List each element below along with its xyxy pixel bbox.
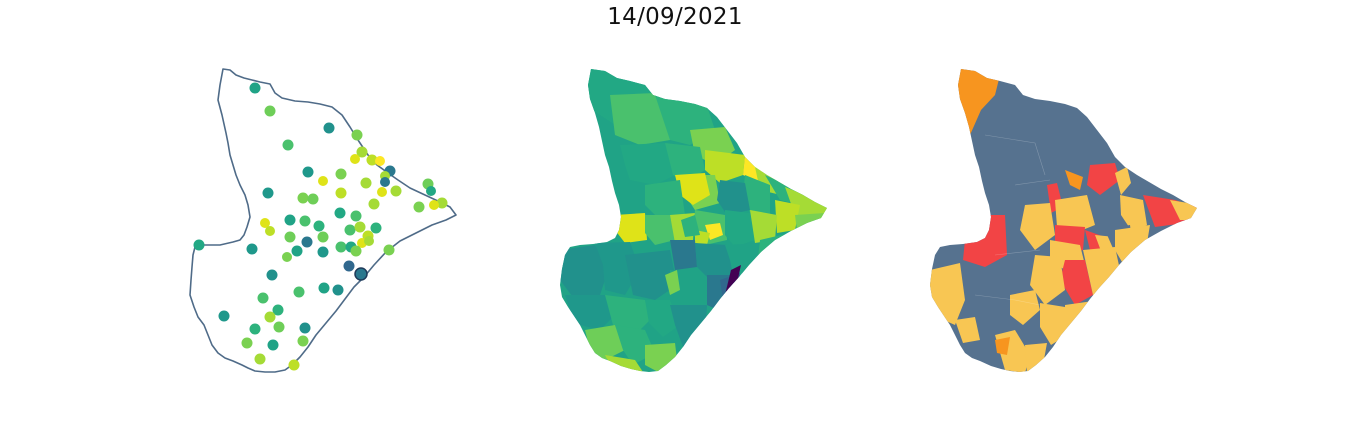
- classified-map-panel: [915, 55, 1215, 385]
- choropleth-map-panel: [545, 55, 845, 385]
- municipality-regions: [560, 69, 827, 372]
- classified-map: [930, 69, 1197, 372]
- point-map-panel: [170, 55, 470, 385]
- data-points: [193, 82, 448, 371]
- classified-regions: [930, 69, 1197, 372]
- state-outline: [189, 68, 457, 373]
- classified-outline: [974, 134, 1051, 306]
- choropleth-map: [560, 69, 827, 372]
- point-map: [189, 68, 457, 373]
- figure-title: 14/09/2021: [607, 4, 743, 30]
